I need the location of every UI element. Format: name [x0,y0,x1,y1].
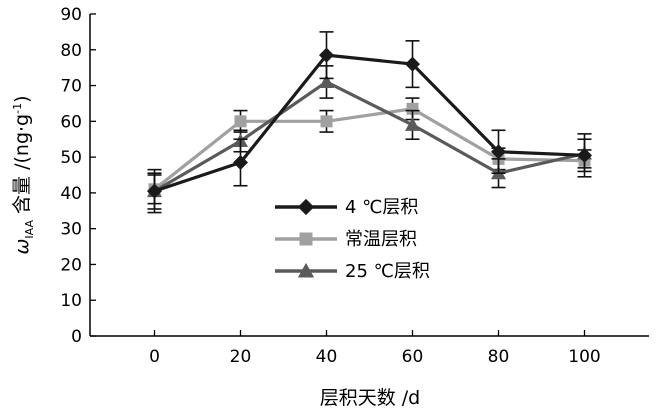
data-point [405,56,420,72]
data-point [406,102,419,115]
y-tick-label: 80 [60,41,82,61]
data-point [577,147,592,163]
data-point [234,115,247,128]
y-ticks: 0 10 20 30 40 50 60 70 80 90 [60,5,96,347]
y-tick-label: 60 [60,112,82,132]
series-line [153,107,585,191]
y-tick-label: 20 [60,255,82,275]
data-point [405,117,420,131]
series-triangle [147,65,592,210]
axes: 0 10 20 30 40 50 60 70 80 90 0 20 40 60 80 100 [60,5,649,367]
legend-item: 常温层积 [275,229,417,250]
series-line [153,53,585,193]
y-tick-label: 50 [60,148,82,168]
legend-marker [297,262,315,278]
x-tick-label: 40 [316,347,338,367]
data-point [320,115,333,128]
x-tick-label: 0 [149,347,160,367]
legend-label: 4 ℃层积 [345,197,418,218]
series-line [153,80,585,193]
legend-item: 4 ℃层积 [275,197,418,218]
legend-label: 常温层积 [345,229,417,250]
y-tick-label: 90 [60,5,82,25]
legend-marker [299,232,313,246]
data-point [233,154,248,170]
y-axis-title-close: ) [11,95,33,102]
y-axis-title-superscript: -1 [11,103,24,114]
y-tick-label: 30 [60,220,82,240]
y-axis-title: ωIAA 含量 /(ng·g-1) [11,95,36,254]
y-tick-label: 0 [71,327,82,347]
legend-item: 25 ℃层积 [275,261,430,282]
series-layer [147,31,592,214]
x-ticks: 0 20 40 60 80 100 [149,330,601,367]
x-tick-label: 60 [402,347,424,367]
x-axis-title: 层积天数 /d [320,387,421,409]
legend-marker [297,198,315,216]
y-tick-label: 70 [60,77,82,97]
data-point [319,47,334,63]
y-tick-label: 10 [60,291,82,311]
y-axis-title-subscript: IAA [23,220,36,239]
data-point [147,183,162,199]
x-tick-label: 20 [230,347,252,367]
y-axis-title-rest: 含量 /(ng·g [11,114,33,220]
data-point [491,144,506,160]
y-axis-title-symbol: ω [11,239,33,255]
series-diamond [147,31,592,214]
x-tick-label: 100 [568,347,600,367]
y-tick-label: 40 [60,184,82,204]
series-square [147,97,592,205]
x-tick-label: 80 [488,347,510,367]
legend-label: 25 ℃层积 [345,261,430,282]
data-point [319,74,334,88]
